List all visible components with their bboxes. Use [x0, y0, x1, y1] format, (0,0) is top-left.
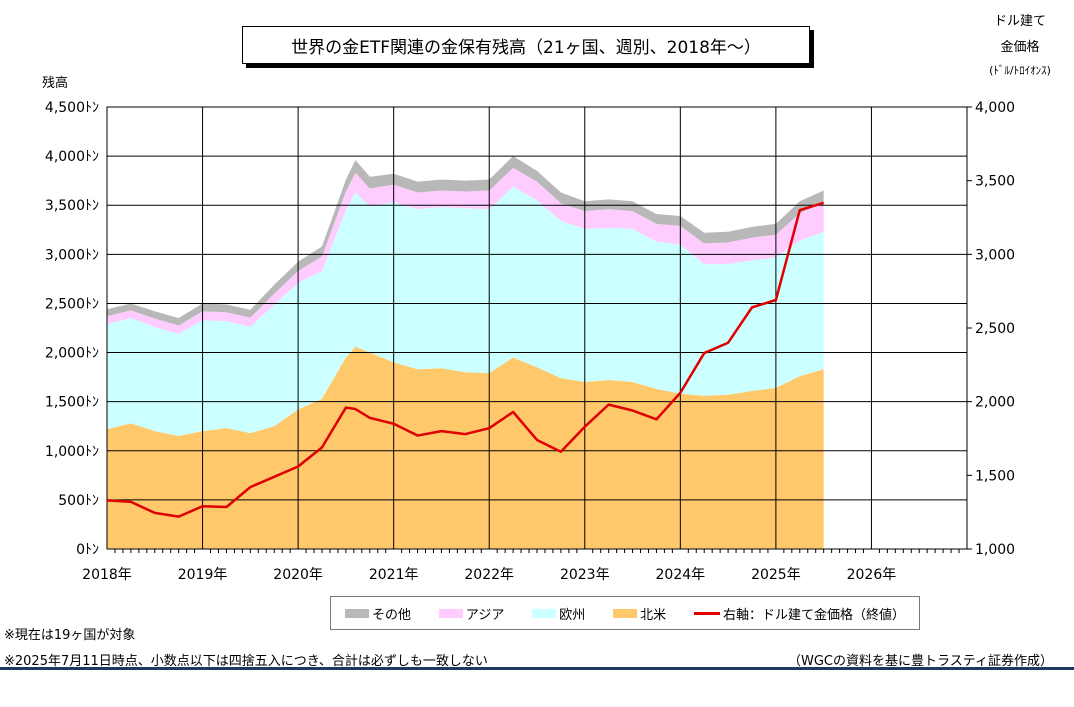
right-axis-label-line-1: ドル建て: [993, 14, 1046, 29]
area-europe: [107, 186, 824, 437]
y-left-tick-label: 3,000ﾄﾝ: [45, 247, 99, 263]
x-tick-label: 2022年: [464, 567, 514, 583]
note-countries: ※現在は19ヶ国が対象: [4, 628, 136, 643]
legend-item-gold-price: 右軸：ドル建て金価格（終値）: [694, 604, 905, 623]
legend-swatch-other: [344, 608, 369, 618]
x-tick-label: 2023年: [560, 567, 610, 583]
legend-swatch-north-america: [613, 608, 638, 618]
y-right-tick-label: 3,000: [975, 247, 1015, 263]
right-axis-label: ドル建て 金価格 (ﾄﾞﾙ/ﾄﾛｲｵﾝｽ): [966, 10, 1074, 78]
legend-label-other: その他: [371, 607, 411, 623]
y-right-tick-label: 4,000: [975, 100, 1015, 116]
legend-item-other: その他: [344, 604, 411, 623]
right-axis-label-line-2: 金価格: [1000, 40, 1040, 55]
legend-swatch-europe: [532, 608, 557, 618]
y-left-tick-label: 500ﾄﾝ: [58, 493, 99, 509]
legend-label-asia: アジア: [465, 607, 505, 623]
right-axis-label-line-3: (ﾄﾞﾙ/ﾄﾛｲｵﾝｽ): [989, 64, 1051, 77]
x-tick-label: 2026年: [847, 567, 897, 583]
y-left-tick-label: 2,000ﾄﾝ: [45, 346, 99, 362]
y-left-tick-label: 4,500ﾄﾝ: [45, 100, 99, 116]
line-gold-price: [106, 201, 825, 518]
chart-legend: その他 アジア 欧州 北米 右軸：ドル建て金価格（終値）: [330, 596, 920, 630]
y-right-tick-label: 2,500: [975, 321, 1015, 337]
chart-title: 世界の金ETF関連の金保有残高（21ヶ国、週別、2018年～）: [242, 26, 810, 64]
y-right-tick-label: 1,500: [975, 468, 1015, 484]
x-tick-label: 2020年: [273, 567, 323, 583]
x-tick-label: 2021年: [369, 567, 419, 583]
area-asia: [107, 167, 824, 334]
left-axis-label: 残高: [42, 76, 69, 91]
area-other: [107, 156, 824, 326]
x-tick-label: 2024年: [656, 567, 706, 583]
legend-item-north-america: 北米: [613, 604, 666, 623]
y-left-tick-label: 1,500ﾄﾝ: [45, 395, 99, 411]
source-note: （WGCの資料を基に豊トラスティ証券作成）: [788, 654, 1053, 669]
legend-label-gold-price: 右軸：ドル建て金価格（終値）: [723, 607, 906, 623]
x-tick-label: 2019年: [178, 567, 228, 583]
legend-line-gold-price: [694, 611, 721, 615]
x-tick-label: 2025年: [751, 567, 801, 583]
legend-label-europe: 欧州: [559, 607, 586, 623]
y-left-tick-label: 1,000ﾄﾝ: [45, 444, 99, 460]
y-left-tick-label: 4,000ﾄﾝ: [45, 149, 99, 165]
area-north-america: [107, 346, 824, 549]
legend-label-north-america: 北米: [640, 607, 667, 623]
y-left-tick-label: 0ﾄﾝ: [76, 542, 99, 558]
y-left-tick-label: 2,500ﾄﾝ: [45, 296, 99, 312]
footer-bar: [0, 667, 1074, 670]
note-date: ※2025年7月11日時点、小数点以下は四捨五入につき、合計は必ずしも一致しない: [4, 654, 488, 669]
chart-title-text: 世界の金ETF関連の金保有残高（21ヶ国、週別、2018年～）: [291, 37, 761, 58]
y-right-tick-label: 1,000: [975, 542, 1015, 558]
y-right-tick-label: 3,500: [975, 174, 1015, 190]
legend-item-asia: アジア: [438, 604, 505, 623]
legend-item-europe: 欧州: [532, 604, 585, 623]
y-left-tick-label: 3,500ﾄﾝ: [45, 198, 99, 214]
legend-swatch-asia: [438, 608, 463, 618]
x-tick-label: 2018年: [82, 567, 132, 583]
y-right-tick-label: 2,000: [975, 395, 1015, 411]
